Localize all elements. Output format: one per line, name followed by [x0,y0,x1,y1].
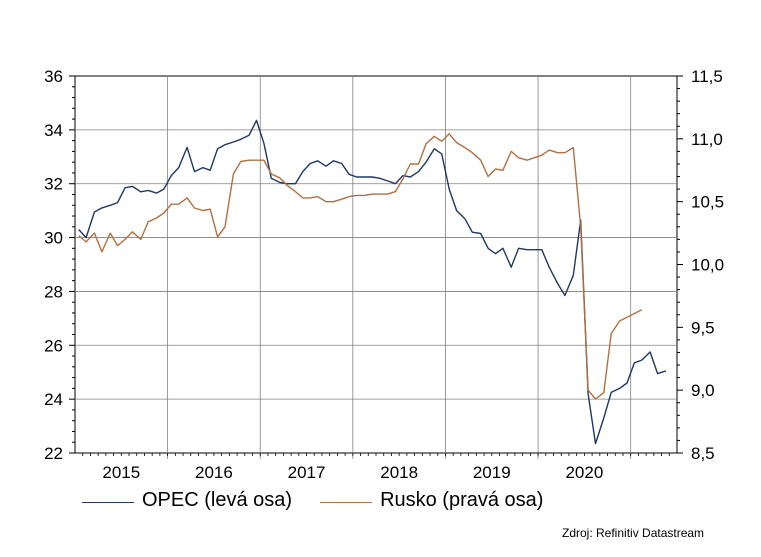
right-axis-tick-label: 8,5 [691,444,715,463]
series-layer [78,119,667,445]
left-axis-tick-label: 32 [44,175,63,194]
left-y-axis: 22 24 26 28 30 32 34 36 [44,67,75,463]
legend-item-rusko: Rusko (pravá osa) [320,489,543,512]
series-line-rusko [78,133,643,400]
right-axis-tick-label: 10,0 [691,256,724,275]
x-axis-tick-label: 2019 [473,463,511,482]
legend-item-opec: OPEC (levá osa) [82,489,292,512]
right-axis-tick-label: 9,0 [691,381,715,400]
left-axis-tick-label: 22 [44,444,63,463]
legend-label-opec: OPEC (levá osa) [142,489,293,511]
right-axis-tick-label: 9,5 [691,318,715,337]
legend-swatch-rusko [320,502,373,503]
right-y-axis: 8,5 9,0 9,5 10,0 10,5 11,0 11,5 [677,67,724,463]
x-axis-tick-label: 2018 [380,463,418,482]
left-axis-tick-label: 24 [44,390,63,409]
right-axis-tick-label: 11,0 [691,130,723,149]
x-axis-tick-label: 2020 [565,463,603,482]
right-axis-tick-label: 11,5 [691,67,723,86]
left-axis-tick-label: 26 [44,336,63,355]
legend: OPEC (levá osa) Rusko (pravá osa) [82,489,571,512]
series-line-opec [78,119,667,445]
x-axis-tick-label: 2016 [195,463,233,482]
line-chart: 22 24 26 28 30 32 34 36 8,5 9,0 9,5 10,0 10,5 11,0 11… [44,67,724,482]
left-axis-tick-label: 30 [44,229,63,248]
legend-swatch-opec [82,502,134,503]
right-axis-tick-label: 10,5 [691,193,724,212]
x-axis-tick-label: 2017 [288,463,326,482]
grid-lines [75,76,677,459]
left-axis-tick-label: 28 [44,282,63,301]
x-axis-tick-label: 2015 [102,463,140,482]
left-axis-tick-label: 36 [44,67,63,86]
plot-area [74,75,678,454]
x-axis: 2015 2016 2017 2018 2019 2020 [82,453,670,482]
source-note: Zdroj: Refinitiv Datastream [562,526,705,540]
legend-label-rusko: Rusko (pravá osa) [380,489,544,511]
left-axis-tick-label: 34 [44,121,63,140]
